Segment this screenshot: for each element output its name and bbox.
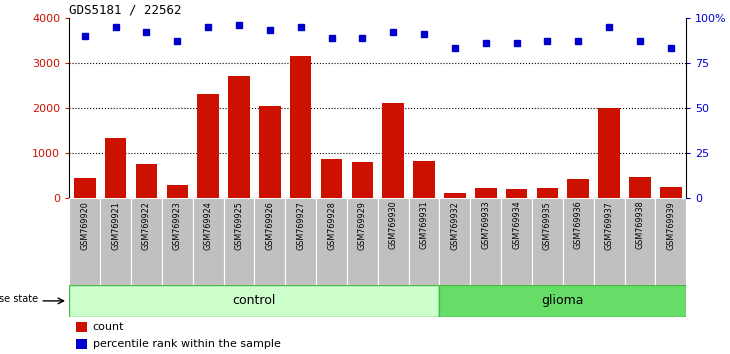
Text: GSM769923: GSM769923 — [173, 201, 182, 250]
Bar — [625, 198, 656, 285]
Bar — [162, 198, 193, 285]
Text: control: control — [233, 295, 276, 307]
Bar — [593, 198, 624, 285]
Text: GSM769924: GSM769924 — [204, 201, 212, 250]
Bar — [131, 198, 162, 285]
Bar — [537, 188, 558, 198]
Bar — [75, 339, 87, 349]
Bar — [352, 162, 373, 198]
Text: GDS5181 / 22562: GDS5181 / 22562 — [69, 4, 182, 17]
Bar — [69, 198, 100, 285]
Text: GSM769927: GSM769927 — [296, 201, 305, 250]
Bar — [166, 185, 188, 198]
Bar — [599, 108, 620, 198]
Bar — [316, 198, 347, 285]
Text: percentile rank within the sample: percentile rank within the sample — [93, 339, 280, 349]
Bar — [75, 322, 87, 332]
Bar — [254, 198, 285, 285]
Bar — [223, 198, 255, 285]
Text: GSM769936: GSM769936 — [574, 201, 583, 250]
Text: GSM769929: GSM769929 — [358, 201, 367, 250]
Text: GSM769933: GSM769933 — [481, 201, 491, 250]
Text: GSM769920: GSM769920 — [80, 201, 89, 250]
Bar — [532, 198, 563, 285]
Text: GSM769930: GSM769930 — [388, 201, 398, 250]
Bar — [105, 138, 126, 198]
Bar — [347, 198, 378, 285]
Text: disease state: disease state — [0, 294, 38, 304]
Text: GSM769937: GSM769937 — [604, 201, 614, 250]
Text: GSM769939: GSM769939 — [666, 201, 675, 250]
Text: glioma: glioma — [542, 295, 584, 307]
Bar — [660, 187, 682, 198]
Bar — [475, 188, 496, 198]
Text: GSM769938: GSM769938 — [635, 201, 645, 250]
Text: GSM769934: GSM769934 — [512, 201, 521, 250]
Bar — [378, 198, 409, 285]
Bar — [501, 198, 532, 285]
Bar — [567, 179, 589, 198]
Bar — [259, 106, 280, 198]
Bar — [136, 164, 157, 198]
Bar — [409, 198, 439, 285]
Bar — [320, 159, 342, 198]
Bar — [193, 198, 223, 285]
Bar — [629, 177, 650, 198]
Bar — [74, 178, 96, 198]
Text: GSM769935: GSM769935 — [543, 201, 552, 250]
Bar — [444, 193, 466, 198]
Text: GSM769921: GSM769921 — [111, 201, 120, 250]
Text: GSM769925: GSM769925 — [234, 201, 244, 250]
Bar — [439, 285, 686, 317]
Bar — [100, 198, 131, 285]
Bar — [228, 76, 250, 198]
Bar — [470, 198, 501, 285]
Bar — [69, 285, 439, 317]
Bar — [197, 95, 219, 198]
Text: GSM769928: GSM769928 — [327, 201, 336, 250]
Bar — [383, 103, 404, 198]
Text: count: count — [93, 322, 124, 332]
Text: GSM769922: GSM769922 — [142, 201, 151, 250]
Bar — [413, 161, 435, 198]
Text: GSM769932: GSM769932 — [450, 201, 459, 250]
Bar — [506, 189, 527, 198]
Bar — [285, 198, 316, 285]
Bar — [439, 198, 470, 285]
Text: GSM769931: GSM769931 — [420, 201, 429, 250]
Text: GSM769926: GSM769926 — [265, 201, 274, 250]
Bar — [656, 198, 686, 285]
Bar — [563, 198, 593, 285]
Bar — [290, 56, 312, 198]
